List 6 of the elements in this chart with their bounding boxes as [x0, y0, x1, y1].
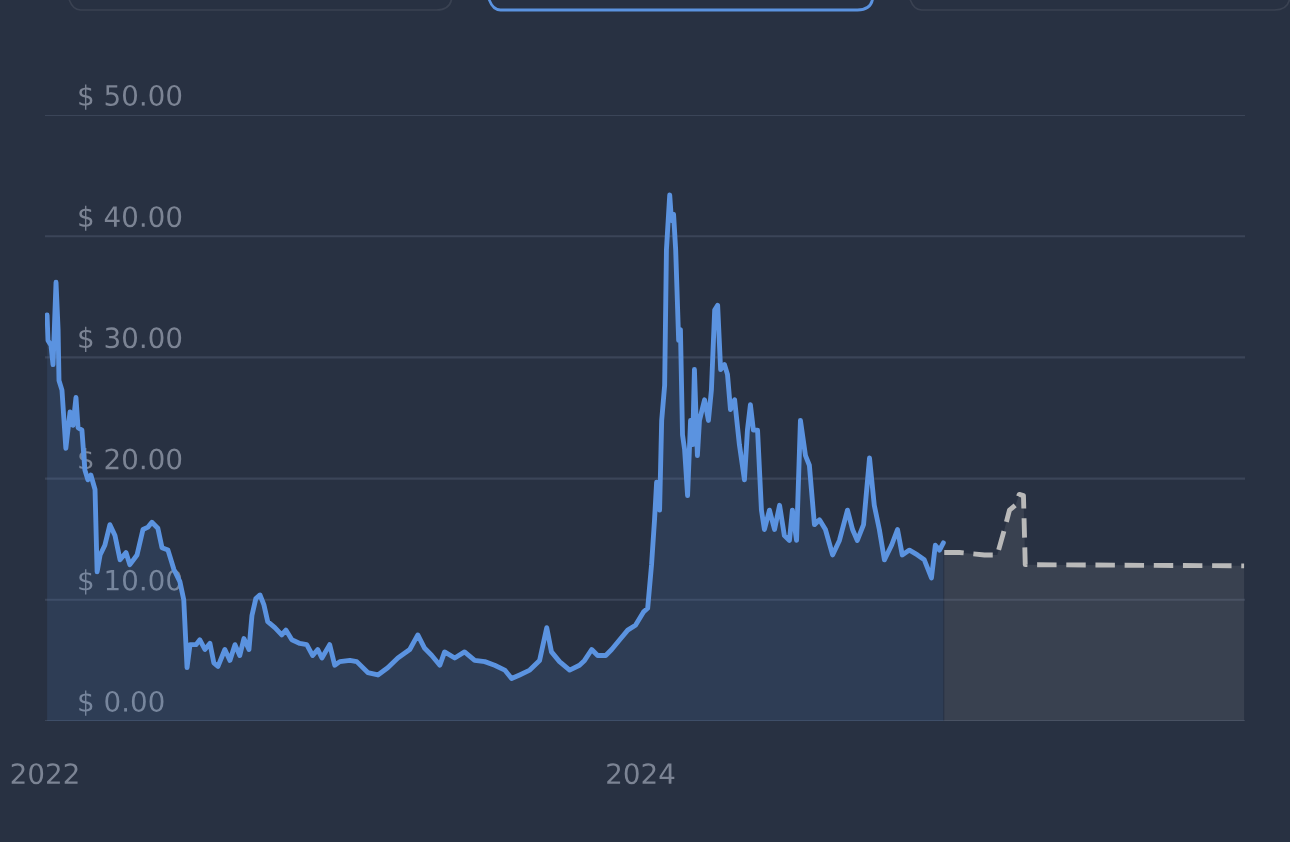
x-tick-label: 2022: [11, 763, 78, 785]
y-tick-label: $ 0.00: [79, 690, 164, 716]
y-tick-label: $ 40.00: [79, 205, 182, 231]
x-tick-label: 2024: [607, 763, 675, 785]
y-tick-label: $ 30.00: [79, 326, 182, 353]
y-tick-label: $ 50.00: [79, 84, 182, 110]
